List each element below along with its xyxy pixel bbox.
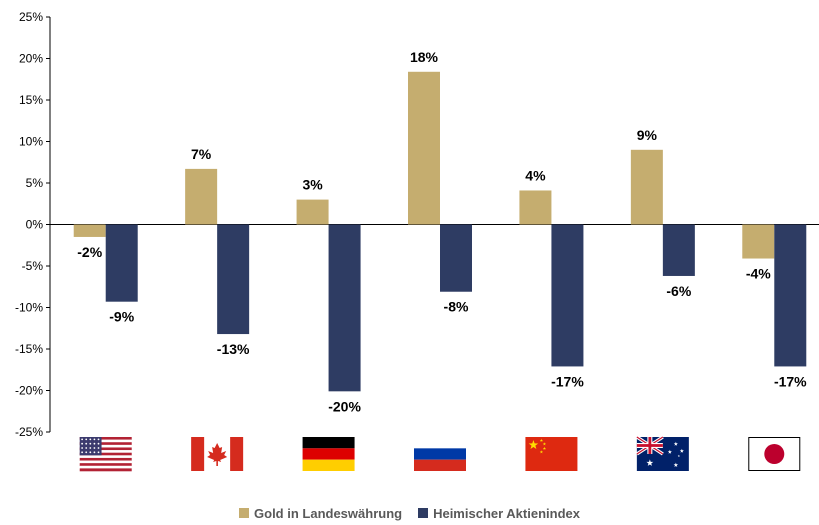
chart-axes: 25% 20% 15% 10% 5% 0% -5% -10% -15% -20% -25%	[15, 10, 819, 439]
legend-item-equity: Heimischer Aktienindex	[418, 506, 580, 521]
chart-legend: Gold in Landeswährung Heimischer Aktieni…	[0, 503, 819, 523]
y-tick-label: 5%	[26, 176, 44, 190]
flag-canada-icon	[191, 437, 244, 471]
y-tick-label: -25%	[15, 425, 43, 439]
legend-swatch-equity	[418, 508, 429, 518]
bar-equity-3	[440, 224, 472, 292]
y-tick-label: 20%	[19, 52, 43, 66]
data-label-equity-4: -17%	[551, 373, 584, 389]
data-label-gold-3: 18%	[410, 49, 439, 65]
data-label-gold-6: -4%	[746, 266, 771, 282]
bar-equity-1	[217, 224, 250, 335]
chart-data-labels: -2% 7% 3% 18% 4% 9% -4% -9% -13% -20% -8% -17% -6% -1…	[77, 49, 807, 415]
bar-gold-2	[296, 199, 329, 225]
flag-japan-icon	[748, 437, 801, 471]
data-label-equity-0: -9%	[109, 309, 134, 325]
country-flags	[79, 435, 801, 472]
bar-gold-6	[742, 224, 775, 259]
legend-item-gold: Gold in Landeswährung	[239, 506, 402, 521]
bar-gold-4	[519, 190, 552, 225]
flag-usa-icon	[79, 437, 132, 472]
y-tick-label: 10%	[19, 135, 43, 149]
bar-gold-1	[185, 168, 218, 225]
data-label-gold-5: 9%	[637, 127, 658, 143]
bar-gold-5	[630, 149, 663, 225]
data-label-equity-6: -17%	[774, 373, 807, 389]
bar-equity-2	[328, 224, 361, 392]
data-label-equity-2: -20%	[328, 398, 361, 414]
data-label-gold-2: 3%	[302, 177, 323, 193]
y-tick-label: -5%	[22, 259, 44, 273]
bar-gold-3	[408, 71, 440, 225]
y-tick-label: -10%	[15, 301, 43, 315]
flag-russia-icon	[414, 437, 466, 471]
y-tick-label: 25%	[19, 10, 43, 24]
data-label-equity-5: -6%	[666, 283, 691, 299]
flag-germany-icon	[302, 437, 355, 471]
legend-label-gold: Gold in Landeswährung	[254, 505, 403, 521]
bar-chart: 25% 20% 15% 10% 5% 0% -5% -10% -15% -20% -25% -2% 7…	[15, 10, 819, 472]
data-label-equity-1: -13%	[217, 341, 250, 357]
data-label-gold-1: 7%	[191, 146, 212, 162]
flag-australia-icon	[635, 435, 689, 471]
bar-equity-6	[774, 224, 807, 367]
bar-equity-5	[662, 224, 695, 276]
legend-swatch-gold	[239, 508, 250, 518]
data-label-gold-0: -2%	[77, 244, 102, 260]
y-tick-label: 0%	[26, 218, 44, 232]
y-tick-label: 15%	[19, 93, 43, 107]
bar-equity-4	[551, 224, 584, 367]
bar-equity-0	[105, 224, 138, 302]
y-tick-label: -20%	[15, 384, 43, 398]
flag-china-icon	[525, 437, 578, 471]
chart-bars	[73, 71, 807, 392]
legend-label-equity: Heimischer Aktienindex	[433, 505, 580, 521]
y-tick-label: -15%	[15, 342, 43, 356]
data-label-equity-3: -8%	[444, 299, 469, 315]
data-label-gold-4: 4%	[525, 167, 546, 183]
bar-gold-0	[73, 224, 106, 237]
